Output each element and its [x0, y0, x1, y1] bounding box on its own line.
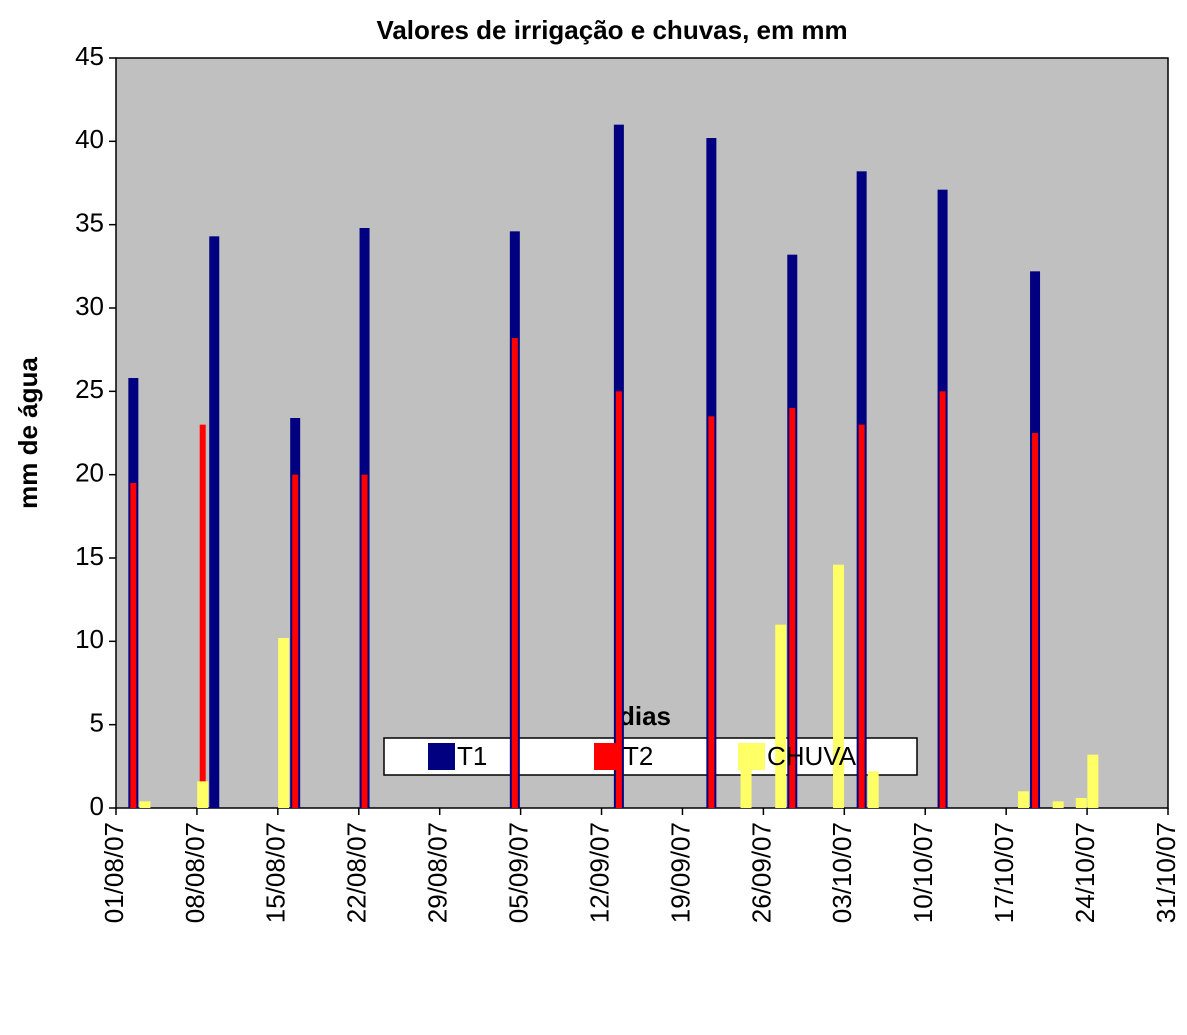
- x-tick-label: 08/08/07: [180, 822, 210, 923]
- bar: [740, 768, 752, 808]
- x-tick-label: 31/10/07: [1151, 822, 1181, 923]
- bar: [1017, 791, 1029, 808]
- x-tick-label: 19/09/07: [665, 822, 695, 923]
- legend-swatch: [428, 743, 455, 770]
- bar: [867, 771, 879, 808]
- bar: [197, 781, 209, 808]
- x-tick-label: 01/08/07: [99, 822, 129, 923]
- y-tick-label: 20: [75, 458, 104, 488]
- x-tick-label: 29/08/07: [423, 822, 453, 923]
- bar: [199, 424, 206, 808]
- legend-label: T2: [623, 741, 653, 771]
- x-tick-label: 17/10/07: [989, 822, 1019, 923]
- x-tick-label: 03/10/07: [827, 822, 857, 923]
- x-tick-label: 24/10/07: [1070, 822, 1100, 923]
- bar: [511, 338, 518, 808]
- legend-label: CHUVA: [767, 741, 857, 771]
- bar: [1075, 798, 1087, 808]
- x-tick-label: 26/09/07: [746, 822, 776, 923]
- y-tick-label: 25: [75, 374, 104, 404]
- x-tick-label: 15/08/07: [261, 822, 291, 923]
- bar: [775, 624, 787, 808]
- y-tick-label: 0: [90, 791, 104, 821]
- chart-title: Valores de irrigação e chuvas, em mm: [376, 15, 847, 45]
- y-tick-label: 15: [75, 541, 104, 571]
- bar: [209, 236, 220, 809]
- legend-swatch: [594, 743, 621, 770]
- bar: [361, 474, 368, 808]
- bar: [858, 424, 865, 808]
- bar: [615, 391, 622, 808]
- bar: [1052, 801, 1064, 808]
- bar: [139, 801, 151, 808]
- legend-label: T1: [457, 741, 487, 771]
- x-tick-label: 05/09/07: [503, 822, 533, 923]
- plot-area: [115, 57, 1169, 809]
- y-tick-label: 10: [75, 624, 104, 654]
- y-tick-label: 40: [75, 124, 104, 154]
- x-tick-label: 12/09/07: [584, 822, 614, 923]
- x-tick-label: 10/10/07: [908, 822, 938, 923]
- x-axis-label: dias: [619, 701, 671, 731]
- y-tick-label: 30: [75, 291, 104, 321]
- bar: [833, 564, 845, 808]
- bar: [708, 416, 715, 808]
- bar: [130, 483, 137, 808]
- y-tick-label: 45: [75, 41, 104, 71]
- legend-swatch: [738, 743, 765, 770]
- y-axis-label: mm de água: [13, 357, 43, 509]
- x-tick-label: 22/08/07: [342, 822, 372, 923]
- legend: [383, 737, 918, 776]
- bar: [1087, 754, 1099, 808]
- y-tick-label: 35: [75, 208, 104, 238]
- bar: [939, 391, 946, 808]
- bar: [789, 408, 796, 808]
- bar: [292, 474, 299, 808]
- y-tick-label: 5: [90, 708, 104, 738]
- bar: [1032, 433, 1039, 808]
- bar: [278, 638, 290, 808]
